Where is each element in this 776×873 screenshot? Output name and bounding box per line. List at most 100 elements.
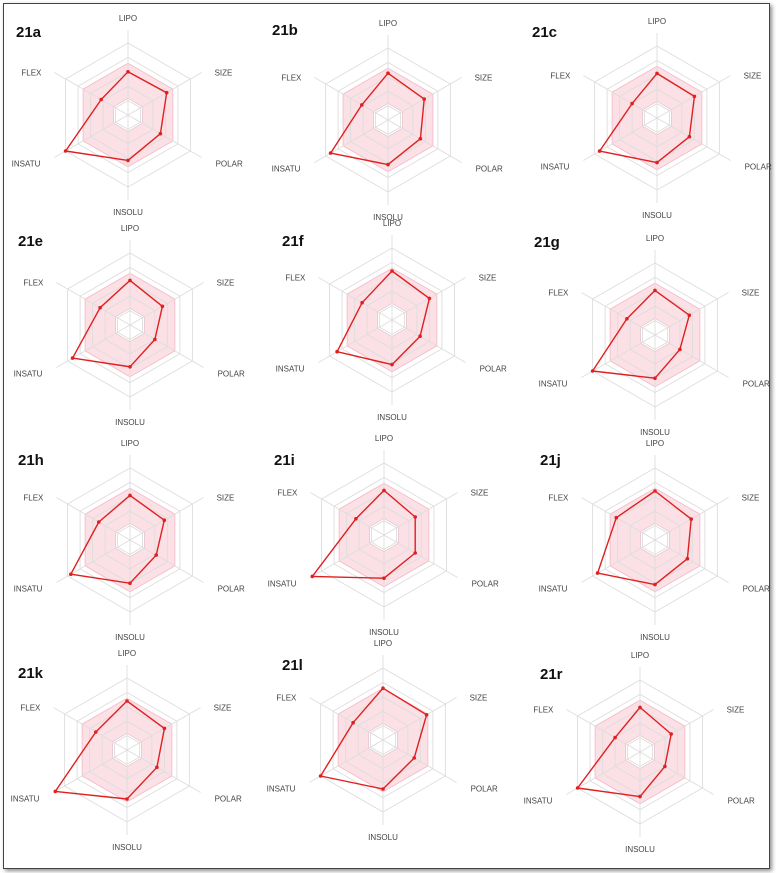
axis-label-insolu: INSOLU bbox=[625, 845, 655, 854]
radar-panel-21l: LIPO SIZE POLAR INSOLU INSATU FLEX 21l bbox=[267, 639, 498, 842]
axis-label-flex: FLEX bbox=[20, 704, 41, 713]
axis-spoke bbox=[56, 497, 131, 541]
panel-title: 21a bbox=[16, 24, 42, 41]
axis-label-lipo: LIPO bbox=[631, 651, 649, 660]
axis-label-size: SIZE bbox=[471, 489, 489, 498]
data-point-insolu bbox=[126, 158, 130, 163]
axis-spoke bbox=[129, 324, 204, 368]
axis-label-insatu: INSATU bbox=[12, 160, 41, 169]
data-point-flex bbox=[97, 520, 101, 524]
data-point-flex bbox=[94, 730, 98, 734]
data-point-insatu bbox=[597, 149, 602, 153]
data-point-polar bbox=[418, 334, 422, 339]
axis-spoke bbox=[581, 292, 656, 336]
data-point-insolu bbox=[382, 576, 386, 580]
data-point-flex bbox=[360, 103, 364, 107]
data-point-lipo bbox=[655, 71, 659, 76]
radar-panel-21f: LIPO SIZE POLAR INSOLU INSATU FLEX 21f bbox=[276, 219, 507, 422]
data-point-insatu bbox=[63, 149, 68, 153]
axis-spoke bbox=[383, 534, 458, 578]
axis-spoke bbox=[639, 709, 714, 753]
axis-label-size: SIZE bbox=[475, 74, 493, 83]
axis-label-insatu: INSATU bbox=[276, 365, 305, 374]
data-point-insatu bbox=[69, 572, 73, 576]
data-point-polar bbox=[413, 551, 418, 555]
axis-label-insatu: INSATU bbox=[539, 380, 568, 389]
panel-title: 21f bbox=[282, 233, 305, 250]
data-point-insolu bbox=[390, 362, 394, 367]
axis-spoke bbox=[129, 497, 204, 541]
data-point-size bbox=[162, 518, 167, 522]
axis-label-lipo: LIPO bbox=[375, 434, 393, 443]
data-point-size bbox=[669, 732, 673, 736]
axis-label-insatu: INSATU bbox=[267, 785, 296, 794]
axis-label-insatu: INSATU bbox=[11, 795, 40, 804]
axis-spoke bbox=[387, 119, 462, 163]
data-point-insolu bbox=[381, 787, 385, 791]
data-point-lipo bbox=[653, 489, 657, 493]
axis-spoke bbox=[53, 707, 128, 751]
axis-label-polar: POLAR bbox=[476, 165, 503, 174]
axis-label-lipo: LIPO bbox=[648, 17, 666, 26]
data-point-lipo bbox=[390, 269, 394, 273]
data-point-polar bbox=[412, 756, 417, 760]
data-point-polar bbox=[155, 765, 159, 770]
axis-label-flex: FLEX bbox=[276, 694, 297, 703]
data-point-polar bbox=[678, 347, 682, 352]
data-point-insolu bbox=[655, 160, 659, 165]
data-point-size bbox=[687, 313, 692, 318]
data-point-insatu bbox=[575, 786, 580, 790]
data-point-lipo bbox=[653, 288, 657, 293]
axis-label-polar: POLAR bbox=[745, 163, 772, 172]
axis-label-size: SIZE bbox=[742, 494, 760, 503]
panel-title: 21e bbox=[18, 233, 43, 250]
data-point-size bbox=[424, 713, 429, 717]
radar-panel-21r: LIPO SIZE POLAR INSOLU INSATU FLEX 21r bbox=[524, 651, 755, 854]
axis-spoke bbox=[56, 282, 131, 326]
axis-label-lipo: LIPO bbox=[646, 439, 664, 448]
axis-label-flex: FLEX bbox=[277, 489, 298, 498]
axis-label-polar: POLAR bbox=[480, 365, 507, 374]
axis-label-insolu: INSOLU bbox=[115, 418, 145, 427]
axis-label-polar: POLAR bbox=[743, 380, 770, 389]
data-point-polar bbox=[153, 337, 157, 342]
radar-panel-21b: LIPO SIZE POLAR INSOLU INSATU FLEX 21b bbox=[272, 19, 503, 222]
axis-label-insolu: INSOLU bbox=[373, 213, 403, 222]
data-point-insatu bbox=[318, 774, 323, 778]
panel-title: 21r bbox=[540, 666, 563, 683]
data-point-flex bbox=[360, 300, 364, 305]
data-point-insatu bbox=[310, 574, 315, 579]
axis-label-insolu: INSOLU bbox=[642, 211, 672, 220]
axis-label-size: SIZE bbox=[214, 704, 232, 713]
data-point-size bbox=[413, 515, 418, 519]
data-point-insolu bbox=[128, 365, 132, 369]
data-point-polar bbox=[154, 553, 158, 557]
axis-label-insatu: INSATU bbox=[539, 585, 568, 594]
data-point-flex bbox=[625, 317, 629, 321]
axis-label-insolu: INSOLU bbox=[640, 428, 670, 437]
data-point-lipo bbox=[128, 493, 132, 498]
data-point-size bbox=[160, 304, 165, 309]
radar-panel-21c: LIPO SIZE POLAR INSOLU INSATU FLEX 21c bbox=[532, 17, 772, 220]
data-point-flex bbox=[614, 515, 619, 520]
axis-spoke bbox=[54, 72, 129, 116]
axis-label-lipo: LIPO bbox=[646, 234, 664, 243]
axis-label-insolu: INSOLU bbox=[640, 633, 670, 642]
panel-title: 21g bbox=[534, 234, 560, 251]
data-point-polar bbox=[663, 764, 667, 769]
data-point-insatu bbox=[70, 356, 75, 360]
axis-label-polar: POLAR bbox=[472, 580, 499, 589]
axis-spoke bbox=[383, 492, 458, 536]
data-point-lipo bbox=[126, 70, 130, 74]
data-point-flex bbox=[630, 101, 634, 106]
data-point-size bbox=[162, 726, 167, 731]
axis-spoke bbox=[129, 539, 204, 583]
radar-panel-21j: LIPO SIZE POLAR INSOLU INSATU FLEX 21j bbox=[539, 439, 770, 642]
axis-label-size: SIZE bbox=[479, 274, 497, 283]
data-point-insatu bbox=[328, 151, 333, 155]
data-point-lipo bbox=[125, 699, 129, 703]
panel-title: 21c bbox=[532, 24, 557, 41]
data-point-size bbox=[422, 97, 427, 101]
data-point-polar bbox=[418, 136, 423, 141]
radar-panel-21g: LIPO SIZE POLAR INSOLU INSATU FLEX 21g bbox=[534, 234, 770, 437]
